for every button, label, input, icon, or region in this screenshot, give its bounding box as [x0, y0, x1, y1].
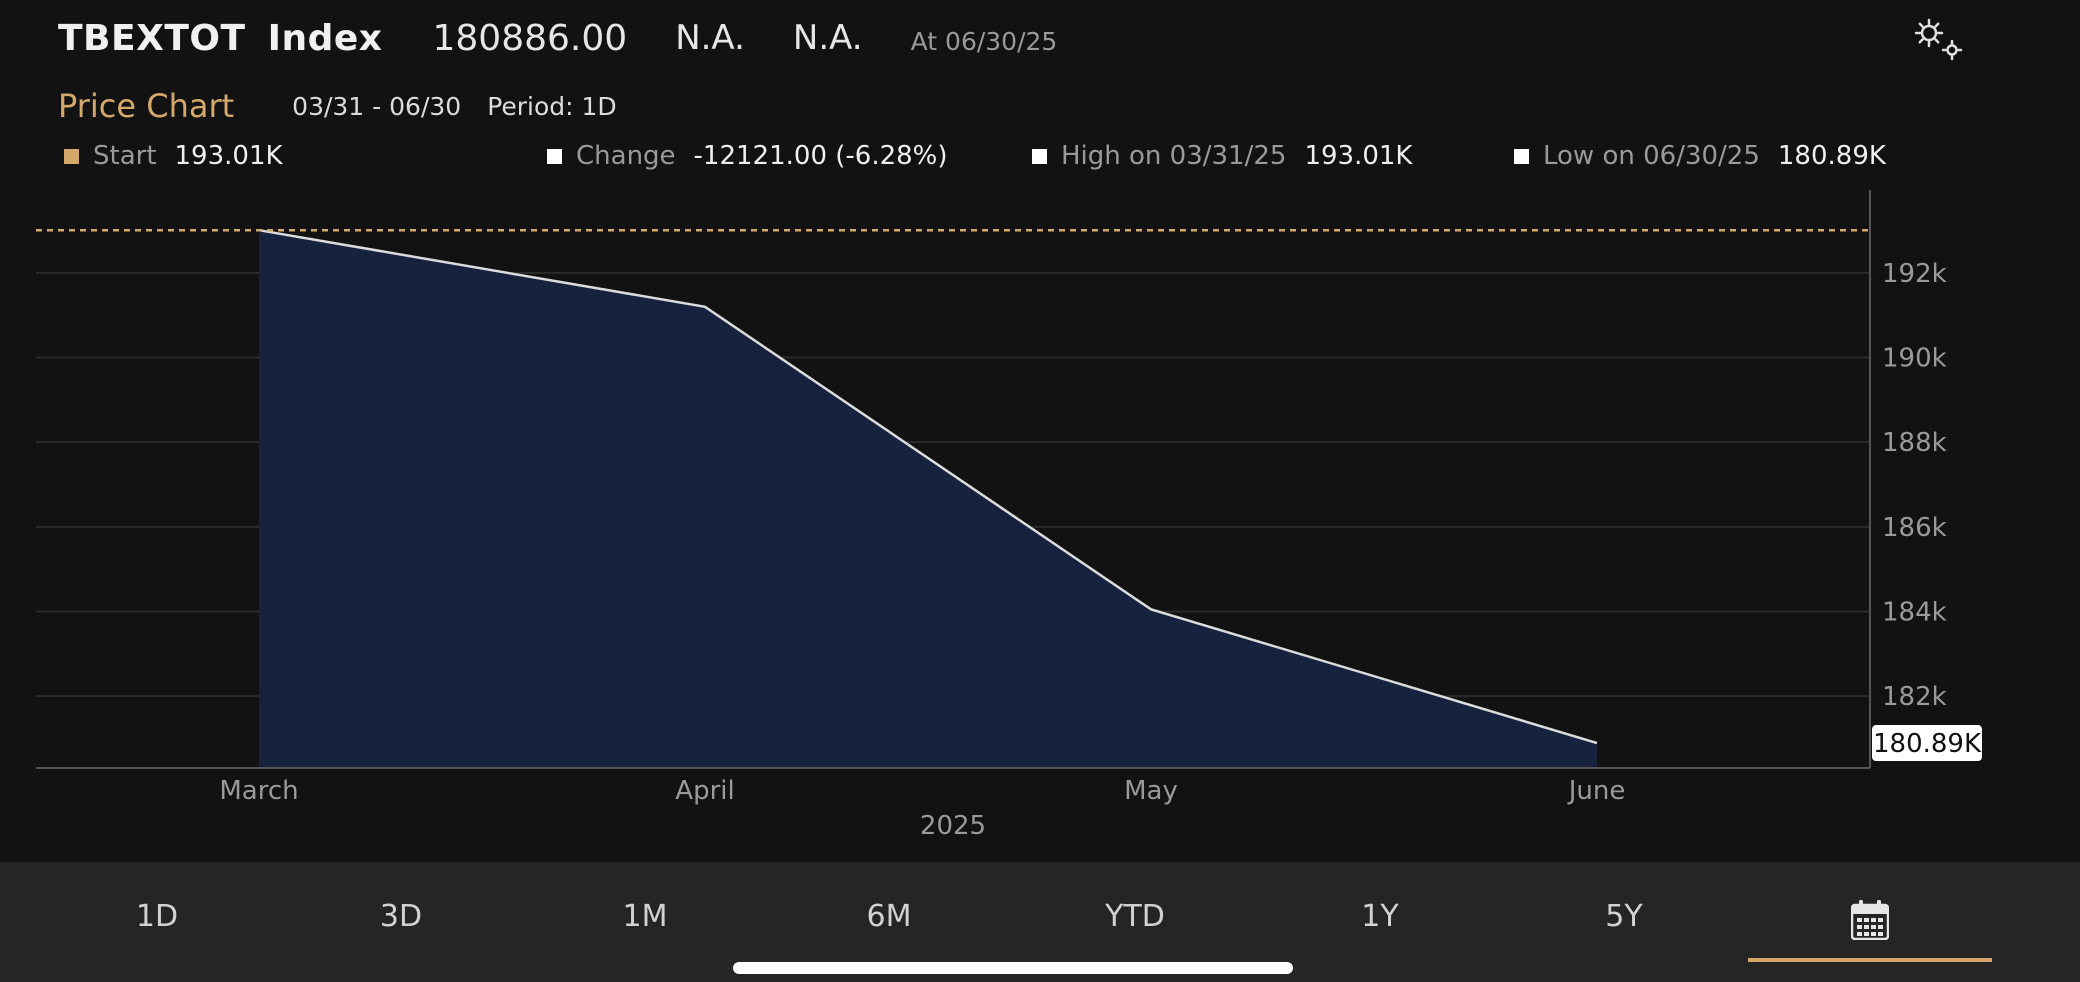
high-value: 193.01K [1304, 141, 1413, 171]
net-change: N.A. [675, 18, 745, 58]
start-value: 193.01K [174, 141, 283, 171]
high-swatch [1032, 148, 1047, 164]
last-value-label: 180.89K [1873, 729, 1982, 759]
last-value-tag-box [1872, 725, 1982, 762]
y-tick-label: 190k [1882, 344, 1947, 374]
y-axis-ticks: 192k 190k 188k 186k 184k 182k [1882, 259, 1947, 712]
quote-header: TBEXTOT Index 180886.00 N.A. N.A. At 06/… [58, 12, 1057, 64]
tab-ytd[interactable]: YTD [1105, 898, 1165, 934]
change-value: -12121.00 (-6.28%) [693, 141, 948, 171]
ticker-type: Index [267, 17, 383, 59]
tab-5y[interactable]: 5Y [1605, 898, 1643, 934]
price-line [258, 228, 1598, 745]
x-tick-label: June [1567, 776, 1626, 806]
legend-change: Change -12121.00 (-6.28%) [547, 138, 948, 174]
y-tick-label: 182k [1882, 682, 1947, 712]
change-swatch [547, 148, 562, 164]
low-swatch [1514, 148, 1529, 164]
as-of-date: At 06/30/25 [910, 26, 1058, 56]
price-area [259, 230, 1597, 769]
price-chart-title: Price Chart [58, 87, 235, 125]
tab-1y[interactable]: 1Y [1361, 898, 1399, 934]
percent-change: N.A. [792, 18, 863, 58]
y-tick-label: 188k [1882, 428, 1947, 458]
calendar-icon [1851, 900, 1889, 940]
last-value-tag: 180.89K [1872, 725, 1982, 762]
x-tick-label: March [219, 776, 298, 806]
start-label: Start [93, 141, 157, 171]
change-label: Change [576, 141, 676, 171]
legend-high: High on 03/31/25 193.01K [1032, 138, 1412, 174]
y-tick-label: 184k [1882, 597, 1947, 627]
tab-6m[interactable]: 6M [866, 898, 912, 934]
price-chart[interactable]: 192k 190k 188k 186k 184k 182k March April May Ju… [0, 0, 2080, 862]
chart-subheader: Price Chart 03/31 - 06/30 Period: 1D [58, 84, 617, 128]
gears-icon [1914, 18, 1963, 61]
period-label[interactable]: Period: 1D [487, 91, 617, 121]
low-label: Low on 06/30/25 [1543, 141, 1760, 171]
tab-1m[interactable]: 1M [622, 898, 668, 934]
settings-button[interactable] [1908, 12, 1968, 64]
start-swatch [64, 148, 79, 164]
date-range[interactable]: 03/31 - 06/30 [292, 91, 462, 121]
y-tick-label: 192k [1882, 259, 1947, 289]
x-axis-year-label: 2025 [920, 811, 986, 841]
low-value: 180.89K [1777, 141, 1886, 171]
last-price: 180886.00 [432, 17, 628, 59]
ticker-symbol: TBEXTOT [58, 17, 246, 59]
legend-low: Low on 06/30/25 180.89K [1514, 138, 1886, 174]
high-label: High on 03/31/25 [1061, 141, 1287, 171]
home-indicator [733, 962, 1293, 974]
tab-1d[interactable]: 1D [135, 898, 179, 934]
tab-calendar[interactable] [1748, 882, 1992, 962]
tab-3d[interactable]: 3D [379, 898, 423, 934]
x-tick-label: May [1124, 776, 1178, 806]
legend-start: Start 193.01K [64, 138, 283, 174]
x-tick-label: April [675, 776, 734, 806]
y-tick-label: 186k [1882, 513, 1947, 543]
x-axis-ticks: March April May June [219, 776, 1625, 806]
